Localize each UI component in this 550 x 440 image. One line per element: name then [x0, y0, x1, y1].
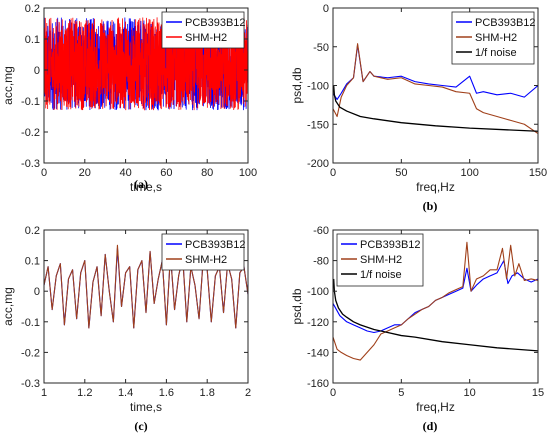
legend-label: PCB393B12	[185, 239, 246, 251]
x-tick-label: 100	[239, 167, 257, 179]
legend-label: 1/f noise	[360, 269, 402, 281]
x-axis-label: time,s	[130, 180, 162, 194]
y-tick-label: -120	[307, 317, 329, 329]
series-line-2	[333, 278, 538, 352]
chart-panel-c: 1 1.2 1.4 1.6 1.8 2 -0.3 -0.2 -0.1 0 0.1 0.2 time,s a…	[1, 225, 251, 433]
x-axis-label: time,s	[130, 400, 162, 414]
plot-series-group	[333, 241, 538, 361]
y-tick-label: 0.1	[25, 34, 40, 46]
axes-box	[43, 229, 249, 384]
y-tick-label: 0	[34, 65, 40, 77]
series-line-2	[333, 85, 538, 132]
y-tick-label: -80	[313, 256, 329, 268]
axes-box	[43, 7, 249, 164]
chart-panel-a: 0 20 40 60 80 100 -0.3 -0.2 -0.1 0 0.1 0.2 time,s acc…	[1, 3, 257, 194]
panel-caption: (a)	[134, 177, 148, 191]
legend-label: SHM-H2	[185, 254, 227, 266]
x-tick-label: 50	[395, 167, 407, 179]
x-tick-label: 0	[330, 167, 336, 179]
y-tick-label: -0.3	[21, 378, 40, 390]
legend-label: PCB393B12	[475, 17, 536, 29]
series-line-1	[44, 17, 248, 111]
plot-series-group	[44, 244, 248, 329]
x-tick-label: 1.6	[159, 387, 174, 399]
y-tick-label: 0	[34, 286, 40, 298]
legend-label: 1/f noise	[475, 47, 517, 59]
y-tick-label: -60	[313, 225, 329, 237]
axes-box	[332, 229, 539, 384]
legend: PCB393B12 SHM-H2	[161, 233, 246, 271]
x-tick-label: 20	[79, 167, 91, 179]
legend: PCB393B12 SHM-H2	[161, 11, 246, 49]
x-tick-label: 60	[160, 167, 172, 179]
x-tick-label: 0	[41, 167, 47, 179]
y-axis-label: acc,mg	[1, 66, 15, 105]
y-tick-label: -200	[307, 158, 329, 170]
y-tick-label: -100	[307, 81, 329, 93]
y-tick-label: 0.1	[25, 256, 40, 268]
legend-label: PCB393B12	[360, 239, 421, 251]
x-tick-label: 15	[532, 387, 544, 399]
x-tick-label: 100	[460, 167, 478, 179]
series-line-1	[44, 244, 248, 329]
legend-box	[161, 11, 245, 49]
panel-caption: (d)	[423, 419, 438, 433]
x-tick-label: 80	[201, 167, 213, 179]
x-axis-label: freq,Hz	[416, 400, 455, 414]
legend-label: SHM-H2	[185, 32, 227, 44]
legend-box	[161, 233, 245, 271]
series-line-1	[333, 43, 538, 135]
y-tick-label: -0.2	[21, 347, 40, 359]
y-tick-label: -0.1	[21, 317, 40, 329]
y-tick-label: -50	[313, 42, 329, 54]
legend-box	[451, 11, 535, 65]
y-tick-label: -160	[307, 378, 329, 390]
panel-caption: (c)	[134, 419, 147, 433]
y-tick-label: 0.2	[25, 225, 40, 237]
chart-panel-b: 0 50 100 150 -200 -150 -100 -50 0 freq,Hz psd,db PC…	[290, 3, 547, 213]
plot-series-group	[333, 43, 538, 135]
x-tick-label: 5	[398, 387, 404, 399]
legend-label: PCB393B12	[185, 17, 246, 29]
legend: PCB393B12 SHM-H2 1/f noise	[451, 11, 536, 65]
y-axis-label: psd,db	[290, 67, 304, 103]
y-axis-label: acc,mg	[1, 287, 15, 326]
panel-caption: (b)	[423, 199, 438, 213]
y-tick-label: -0.3	[21, 158, 40, 170]
y-tick-label: -140	[307, 347, 329, 359]
x-tick-label: 1	[41, 387, 47, 399]
y-tick-label: -100	[307, 286, 329, 298]
x-tick-label: 2	[245, 387, 251, 399]
y-tick-label: 0	[323, 3, 329, 15]
x-tick-label: 1.2	[77, 387, 92, 399]
x-axis-label: freq,Hz	[416, 180, 455, 194]
legend-box	[336, 233, 424, 287]
x-tick-label: 40	[119, 167, 131, 179]
y-tick-label: -150	[307, 119, 329, 131]
chart-panel-d: 0 5 10 15 -160 -140 -120 -100 -80 -60 freq,Hz psd,d…	[290, 225, 544, 433]
legend-label: SHM-H2	[475, 32, 517, 44]
legend: PCB393B12 SHM-H2 1/f noise	[336, 233, 424, 287]
y-tick-label: -0.1	[21, 96, 40, 108]
y-axis-label: psd,db	[290, 288, 304, 324]
x-tick-label: 1.8	[200, 387, 215, 399]
x-tick-label: 1.4	[118, 387, 133, 399]
legend-label: SHM-H2	[360, 254, 402, 266]
y-tick-label: -0.2	[21, 127, 40, 139]
x-tick-label: 10	[464, 387, 476, 399]
y-tick-label: 0.2	[25, 3, 40, 15]
x-tick-label: 150	[529, 167, 547, 179]
x-tick-label: 0	[330, 387, 336, 399]
series-line-1	[333, 241, 538, 361]
